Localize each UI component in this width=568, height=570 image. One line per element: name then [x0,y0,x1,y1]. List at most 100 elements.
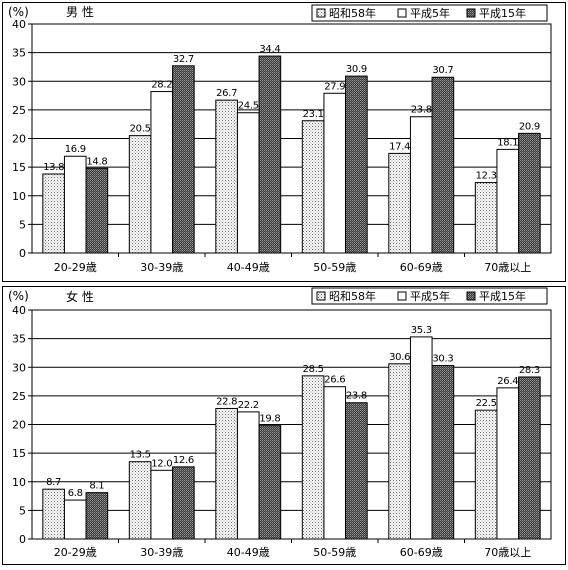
bar [63,155,87,254]
y-tick-label: 35 [12,47,26,60]
bar [150,91,174,254]
legend-swatch [316,8,326,18]
chart-title: 男 性 [66,5,94,19]
legend-label: 平成15年 [479,6,526,20]
data-label: 6.8 [68,488,83,499]
category-label: 70歳以上 [484,261,531,274]
y-tick-label: 40 [12,304,26,317]
bar [345,75,368,254]
y-tick-label: 25 [12,390,26,403]
y-tick-label: 30 [12,75,26,88]
data-label: 30.7 [432,65,453,76]
y-tick-label: 5 [19,218,26,231]
y-axis-unit: (%) [8,289,29,303]
bar [518,376,541,540]
data-label: 22.8 [216,396,237,407]
bar [236,112,260,254]
bar [215,99,238,254]
bar [388,152,411,254]
bar [518,132,541,254]
data-label: 20.5 [130,124,151,135]
data-label: 8.7 [46,477,61,488]
bar [474,409,498,540]
bar [85,492,109,540]
legend-swatch [397,8,407,18]
y-tick-label: 15 [12,161,26,174]
data-label: 27.9 [324,81,345,92]
y-tick-label: 15 [12,447,26,460]
bar [128,135,152,254]
data-label: 28.2 [151,80,172,91]
bar [258,55,282,254]
category-label: 40-49歳 [227,261,270,274]
data-label: 23.8 [346,391,367,402]
data-label: 20.9 [519,121,540,132]
category-label: 50-59歳 [313,261,356,274]
bar [345,402,368,540]
data-label: 17.4 [389,141,410,152]
bar [409,116,433,254]
data-label: 16.9 [65,144,86,155]
data-label: 30.9 [346,64,367,75]
data-label: 28.5 [303,364,324,375]
legend-label: 昭和58年 [329,6,376,20]
y-tick-label: 10 [12,190,26,203]
legend-label: 平成5年 [410,289,450,303]
category-label: 40-49歳 [227,546,270,559]
data-label: 18.1 [497,137,518,148]
legend-label: 平成15年 [479,289,526,303]
bar [431,365,455,540]
plot-area [31,23,552,254]
y-tick-label: 20 [12,133,26,146]
category-label: 30-39歳 [140,546,183,559]
category-label: 20-29歳 [54,261,97,274]
data-label: 35.3 [411,325,432,336]
data-label: 22.5 [476,398,497,409]
bar [172,466,195,540]
bar [323,92,347,254]
data-label: 26.4 [497,376,518,387]
legend-label: 昭和58年 [329,289,376,303]
y-axis-unit: (%) [8,5,29,19]
legend: 昭和58年 平成5年 平成15年 [311,4,548,22]
bar [431,76,455,254]
bar [215,407,238,540]
chart-panel-1: 0 5 10 15 20 25 30 35 40 20-29歳 30-39歳 40-49歳 50-59歳… [2,286,566,565]
data-label: 8.1 [89,481,104,492]
bar [323,386,347,540]
plot-area [31,309,552,540]
data-label: 13.8 [43,162,64,173]
data-label: 26.7 [216,88,237,99]
data-label: 13.5 [130,450,151,461]
y-tick-label: 10 [12,476,26,489]
category-label: 60-69歳 [400,261,443,274]
bar [301,120,325,254]
category-label: 60-69歳 [400,546,443,559]
bar [496,148,520,254]
bar [150,469,174,540]
legend-swatch [466,291,476,301]
bar [388,363,411,540]
category-label: 70歳以上 [484,546,531,559]
data-label: 30.6 [389,352,410,363]
data-label: 26.6 [324,375,345,386]
data-label: 14.8 [86,156,107,167]
bar [301,375,325,540]
data-label: 22.2 [238,400,259,411]
bar [172,65,195,254]
y-tick-label: 35 [12,333,26,346]
data-label: 23.8 [411,105,432,116]
data-label: 30.3 [432,354,453,365]
data-label: 32.7 [173,54,194,65]
data-label: 12.0 [151,458,172,469]
chart-panel-0: 0 5 10 15 20 25 30 35 40 20-29歳 30-39歳 40-49歳 50-59歳… [2,2,566,282]
bar [85,167,109,254]
chart-title: 女 性 [66,289,94,304]
data-label: 28.3 [519,365,540,376]
data-label: 19.8 [259,414,280,425]
legend: 昭和58年 平成5年 平成15年 [311,287,548,305]
data-label: 24.5 [238,101,259,112]
